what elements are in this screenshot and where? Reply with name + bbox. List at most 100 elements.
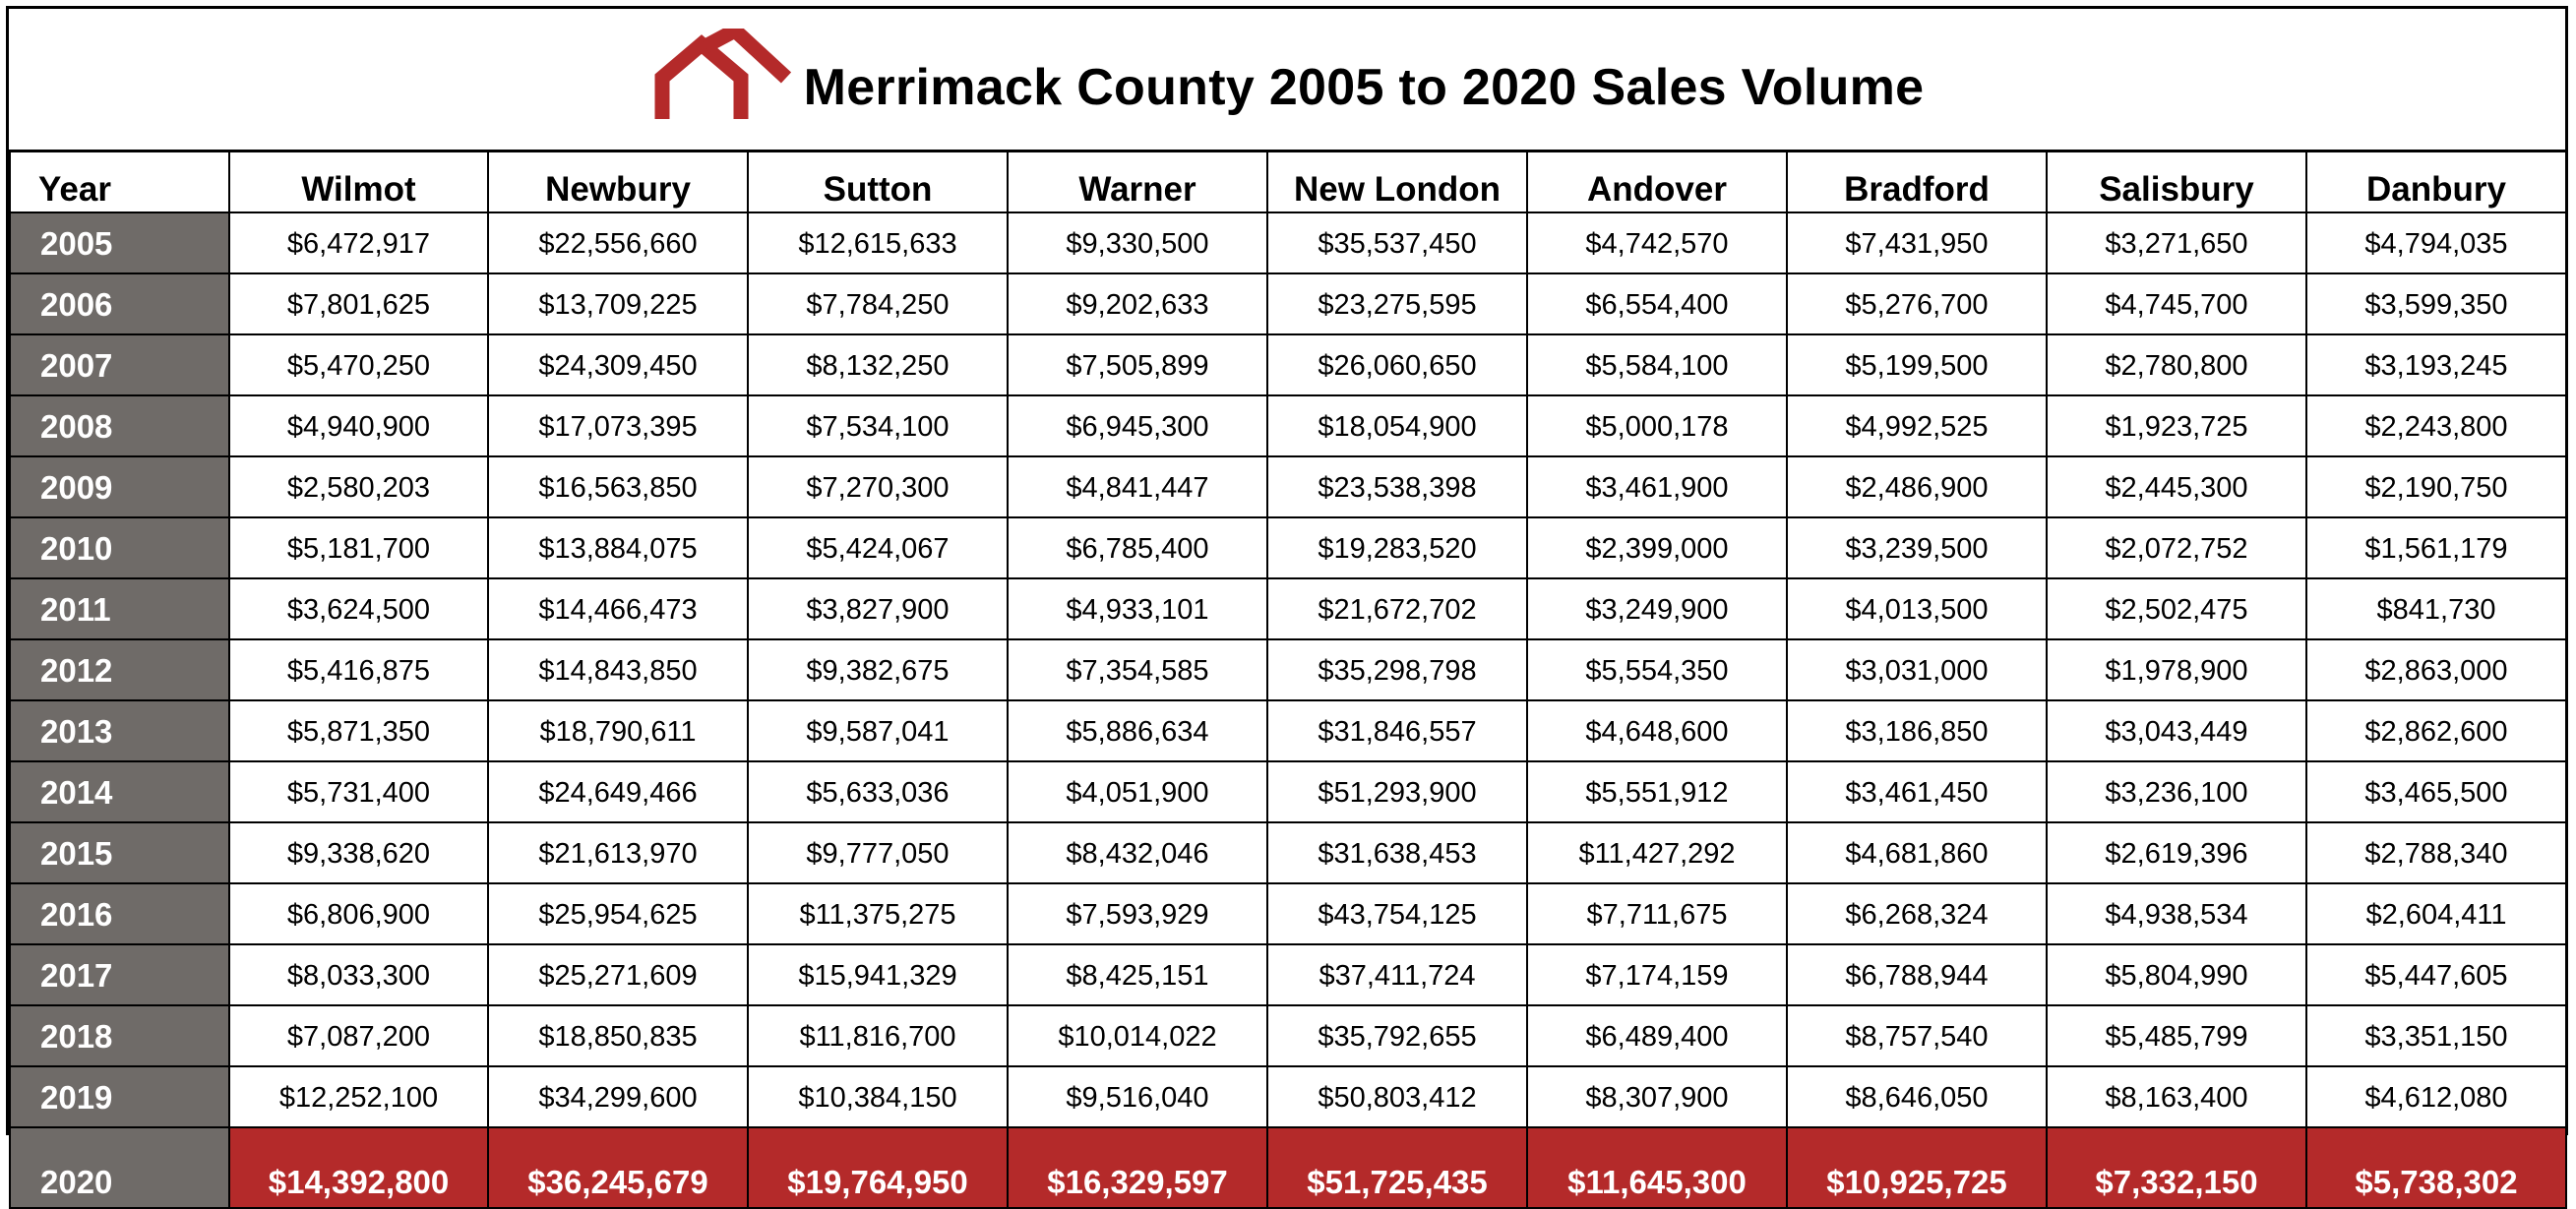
- table-row-2012: 2012 $5,416,875 $14,843,850 $9,382,675 $7,35…: [9, 638, 2567, 701]
- value-cell-andover: $3,461,900: [1526, 455, 1788, 518]
- year-cell: 2007: [9, 333, 230, 396]
- value-cell-salisbury: $8,163,400: [2046, 1065, 2307, 1128]
- value-cell-new-london: $51,725,435: [1266, 1126, 1528, 1209]
- value-cell-sutton: $12,615,633: [747, 212, 1009, 274]
- value-cell-bradford: $5,199,500: [1786, 333, 2048, 396]
- value-cell-wilmot: $5,181,700: [228, 516, 489, 579]
- value-cell-salisbury: $2,502,475: [2046, 577, 2307, 640]
- table-row-2009: 2009 $2,580,203 $16,563,850 $7,270,300 $4,84…: [9, 455, 2567, 518]
- value-cell-danbury: $3,465,500: [2305, 760, 2567, 823]
- value-cell-newbury: $25,954,625: [487, 882, 749, 945]
- value-cell-andover: $11,645,300: [1526, 1126, 1788, 1209]
- value-cell-salisbury: $2,619,396: [2046, 821, 2307, 884]
- table-row-2011: 2011 $3,624,500 $14,466,473 $3,827,900 $4,93…: [9, 577, 2567, 640]
- year-cell: 2013: [9, 699, 230, 762]
- table-body: 2005 $6,472,917 $22,556,660 $12,615,633 $9,3…: [9, 212, 2567, 1209]
- value-cell-new-london: $43,754,125: [1266, 882, 1528, 945]
- value-cell-newbury: $16,563,850: [487, 455, 749, 518]
- value-cell-andover: $7,711,675: [1526, 882, 1788, 945]
- value-cell-danbury: $5,738,302: [2305, 1126, 2567, 1209]
- column-header-new-london: New London: [1266, 150, 1528, 213]
- value-cell-wilmot: $2,580,203: [228, 455, 489, 518]
- value-cell-newbury: $21,613,970: [487, 821, 749, 884]
- value-cell-sutton: $19,764,950: [747, 1126, 1009, 1209]
- value-cell-warner: $8,432,046: [1007, 821, 1268, 884]
- value-cell-salisbury: $5,804,990: [2046, 943, 2307, 1006]
- value-cell-bradford: $4,013,500: [1786, 577, 2048, 640]
- value-cell-newbury: $14,843,850: [487, 638, 749, 701]
- value-cell-new-london: $51,293,900: [1266, 760, 1528, 823]
- table-row-2014: 2014 $5,731,400 $24,649,466 $5,633,036 $4,05…: [9, 760, 2567, 823]
- value-cell-wilmot: $12,252,100: [228, 1065, 489, 1128]
- value-cell-salisbury: $4,938,534: [2046, 882, 2307, 945]
- value-cell-bradford: $8,757,540: [1786, 1004, 2048, 1067]
- value-cell-danbury: $5,447,605: [2305, 943, 2567, 1006]
- table-row-2017: 2017 $8,033,300 $25,271,609 $15,941,329 $8,4…: [9, 943, 2567, 1006]
- value-cell-bradford: $3,239,500: [1786, 516, 2048, 579]
- value-cell-warner: $9,516,040: [1007, 1065, 1268, 1128]
- value-cell-bradford: $8,646,050: [1786, 1065, 2048, 1128]
- year-cell: 2008: [9, 394, 230, 457]
- value-cell-warner: $5,886,634: [1007, 699, 1268, 762]
- value-cell-salisbury: $3,271,650: [2046, 212, 2307, 274]
- value-cell-sutton: $7,534,100: [747, 394, 1009, 457]
- value-cell-new-london: $35,792,655: [1266, 1004, 1528, 1067]
- table-row-2019: 2019 $12,252,100 $34,299,600 $10,384,150 $9,…: [9, 1065, 2567, 1128]
- value-cell-warner: $9,330,500: [1007, 212, 1268, 274]
- value-cell-bradford: $10,925,725: [1786, 1126, 2048, 1209]
- value-cell-sutton: $9,777,050: [747, 821, 1009, 884]
- column-header-year: Year: [9, 150, 230, 213]
- table-row-2015: 2015 $9,338,620 $21,613,970 $9,777,050 $8,43…: [9, 821, 2567, 884]
- value-cell-andover: $6,489,400: [1526, 1004, 1788, 1067]
- year-cell: 2011: [9, 577, 230, 640]
- table-row-2018: 2018 $7,087,200 $18,850,835 $11,816,700 $10,…: [9, 1004, 2567, 1067]
- value-cell-newbury: $36,245,679: [487, 1126, 749, 1209]
- year-cell: 2010: [9, 516, 230, 579]
- value-cell-danbury: $2,788,340: [2305, 821, 2567, 884]
- value-cell-wilmot: $3,624,500: [228, 577, 489, 640]
- value-cell-new-london: $19,283,520: [1266, 516, 1528, 579]
- value-cell-bradford: $3,186,850: [1786, 699, 2048, 762]
- value-cell-salisbury: $7,332,150: [2046, 1126, 2307, 1209]
- value-cell-sutton: $11,816,700: [747, 1004, 1009, 1067]
- value-cell-wilmot: $8,033,300: [228, 943, 489, 1006]
- table-row-2008: 2008 $4,940,900 $17,073,395 $7,534,100 $6,94…: [9, 394, 2567, 457]
- value-cell-andover: $2,399,000: [1526, 516, 1788, 579]
- value-cell-salisbury: $3,236,100: [2046, 760, 2307, 823]
- year-cell: 2015: [9, 821, 230, 884]
- column-header-salisbury: Salisbury: [2046, 150, 2307, 213]
- value-cell-newbury: $25,271,609: [487, 943, 749, 1006]
- value-cell-sutton: $9,587,041: [747, 699, 1009, 762]
- house-roof-icon: [654, 28, 791, 119]
- value-cell-andover: $11,427,292: [1526, 821, 1788, 884]
- value-cell-newbury: $18,790,611: [487, 699, 749, 762]
- value-cell-salisbury: $1,923,725: [2046, 394, 2307, 457]
- value-cell-wilmot: $7,801,625: [228, 272, 489, 335]
- table-row-2020: 2020 $14,392,800 $36,245,679 $19,764,950 $16…: [9, 1126, 2567, 1209]
- value-cell-new-london: $26,060,650: [1266, 333, 1528, 396]
- value-cell-warner: $16,329,597: [1007, 1126, 1268, 1209]
- title-row: Merrimack County 2005 to 2020 Sales Volu…: [9, 9, 2565, 150]
- value-cell-wilmot: $5,731,400: [228, 760, 489, 823]
- value-cell-newbury: $34,299,600: [487, 1065, 749, 1128]
- value-cell-bradford: $3,031,000: [1786, 638, 2048, 701]
- value-cell-wilmot: $4,940,900: [228, 394, 489, 457]
- table-row-2013: 2013 $5,871,350 $18,790,611 $9,587,041 $5,88…: [9, 699, 2567, 762]
- value-cell-andover: $6,554,400: [1526, 272, 1788, 335]
- column-header-danbury: Danbury: [2305, 150, 2567, 213]
- year-cell: 2009: [9, 455, 230, 518]
- value-cell-andover: $4,648,600: [1526, 699, 1788, 762]
- year-cell: 2016: [9, 882, 230, 945]
- value-cell-andover: $5,000,178: [1526, 394, 1788, 457]
- value-cell-danbury: $2,863,000: [2305, 638, 2567, 701]
- column-header-bradford: Bradford: [1786, 150, 2048, 213]
- value-cell-sutton: $7,270,300: [747, 455, 1009, 518]
- value-cell-danbury: $2,243,800: [2305, 394, 2567, 457]
- value-cell-wilmot: $5,871,350: [228, 699, 489, 762]
- value-cell-sutton: $7,784,250: [747, 272, 1009, 335]
- year-cell: 2017: [9, 943, 230, 1006]
- value-cell-andover: $5,551,912: [1526, 760, 1788, 823]
- column-header-andover: Andover: [1526, 150, 1788, 213]
- page-title: Merrimack County 2005 to 2020 Sales Volu…: [803, 58, 1925, 116]
- value-cell-sutton: $5,424,067: [747, 516, 1009, 579]
